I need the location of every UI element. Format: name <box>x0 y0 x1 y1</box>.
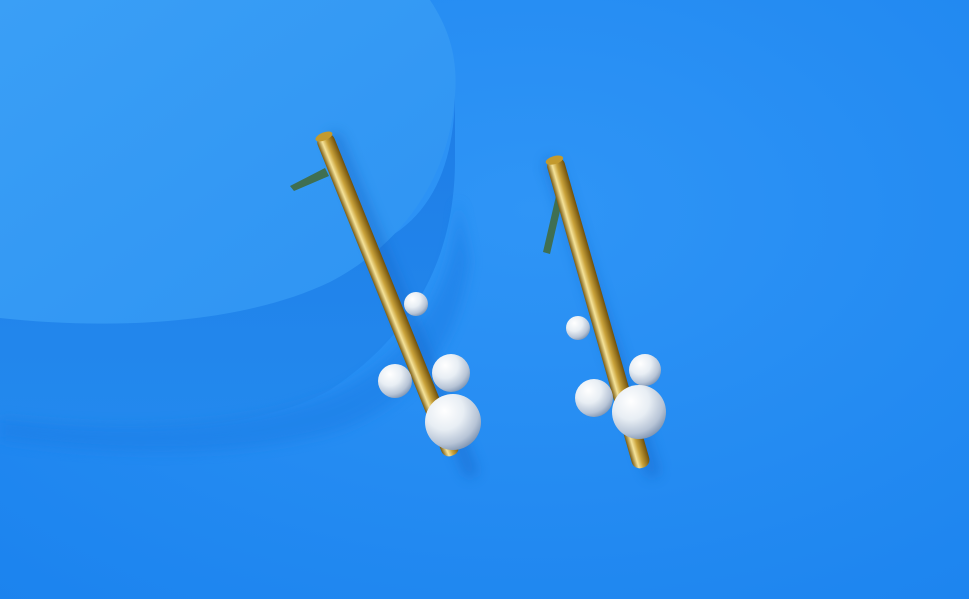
right-earring-pearl-right <box>629 354 661 386</box>
left-earring-pearl-right <box>432 354 470 392</box>
right-earring-pearl-large <box>612 385 666 439</box>
right-earring-pearl-left <box>575 379 613 417</box>
left-earring-pearl-large <box>425 394 481 450</box>
left-earring-pearl-left <box>378 364 412 398</box>
left-earring-pearl-small <box>404 292 428 316</box>
right-earring-pearl-small <box>566 316 590 340</box>
